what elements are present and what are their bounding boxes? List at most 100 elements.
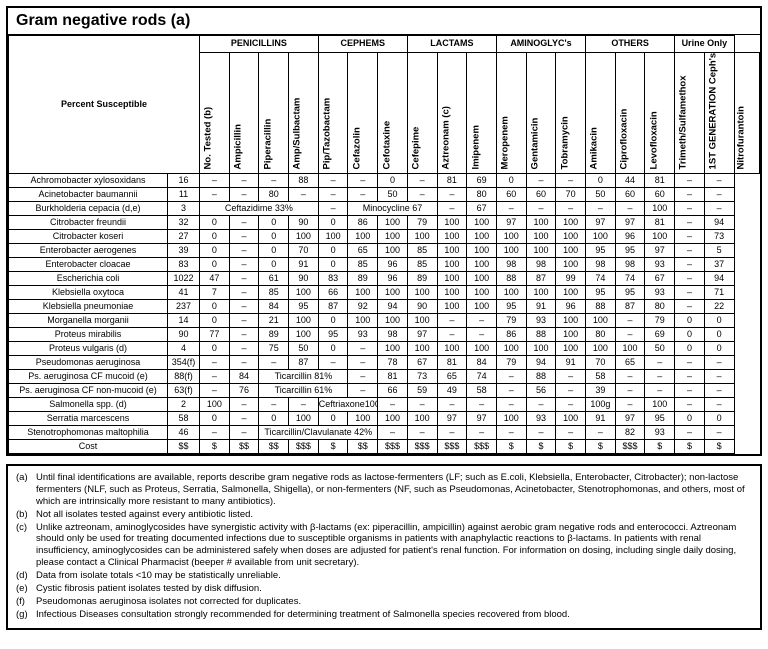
value-cell: $ bbox=[496, 440, 526, 454]
footnote: (g)Infectious Diseases consultation stro… bbox=[16, 609, 752, 621]
value-cell: 90 bbox=[407, 300, 437, 314]
value-cell: 97 bbox=[467, 412, 497, 426]
value-cell: 81 bbox=[645, 216, 675, 230]
table-row: Serratia marcescens580–01000100100100979… bbox=[9, 412, 760, 426]
value-cell: – bbox=[437, 202, 467, 216]
organism-name: Salmonella spp. (d) bbox=[9, 398, 168, 412]
value-cell: 100 bbox=[318, 230, 348, 244]
value-cell: – bbox=[704, 356, 734, 370]
organism-name: Stenotrophomonas maltophilia bbox=[9, 426, 168, 440]
value-cell: 97 bbox=[407, 328, 437, 342]
value-cell: – bbox=[704, 202, 734, 216]
column-header: 1ST GENERATION Ceph's [oral] bbox=[704, 53, 734, 174]
value-cell: 74 bbox=[467, 370, 497, 384]
value-cell: 87 bbox=[289, 356, 319, 370]
value-cell: 100 bbox=[378, 216, 408, 230]
value-cell: – bbox=[675, 188, 705, 202]
value-cell: – bbox=[556, 174, 586, 188]
value-cell: – bbox=[675, 356, 705, 370]
value-cell: – bbox=[615, 202, 645, 216]
footnote-tag: (e) bbox=[16, 583, 32, 595]
value-cell: $$$ bbox=[407, 440, 437, 454]
value-cell: 100 bbox=[496, 342, 526, 356]
value-cell: 97 bbox=[615, 216, 645, 230]
value-cell: 0 bbox=[586, 174, 616, 188]
organism-name: Cost bbox=[9, 440, 168, 454]
value-cell: – bbox=[556, 384, 586, 398]
value-cell: – bbox=[675, 426, 705, 440]
footnote-tag: (a) bbox=[16, 472, 32, 508]
value-cell: – bbox=[378, 426, 408, 440]
value-cell: – bbox=[437, 188, 467, 202]
value-cell: 97 bbox=[496, 216, 526, 230]
value-cell: – bbox=[526, 174, 556, 188]
value-cell: 91 bbox=[526, 300, 556, 314]
value-cell: 97 bbox=[645, 244, 675, 258]
footnotes-box: (a)Until final identifications are avail… bbox=[6, 464, 762, 630]
table-row: Proteus mirabilis9077–8910095939897––868… bbox=[9, 328, 760, 342]
value-cell: 66 bbox=[318, 286, 348, 300]
value-cell: – bbox=[229, 258, 259, 272]
table-row: Stenotrophomonas maltophilia46––Ticarcil… bbox=[9, 426, 760, 440]
value-cell: 100 bbox=[348, 286, 378, 300]
value-cell: – bbox=[675, 216, 705, 230]
table-row: Citrobacter freundii320–0900861007910010… bbox=[9, 216, 760, 230]
value-cell: 100 bbox=[526, 342, 556, 356]
value-cell: – bbox=[675, 244, 705, 258]
column-header: Ampicillin bbox=[229, 53, 259, 174]
table-row: Acinetobacter baumannii11––80–––50––8060… bbox=[9, 188, 760, 202]
group-header: LACTAMS bbox=[407, 36, 496, 53]
value-cell: 100 bbox=[586, 314, 616, 328]
value-cell: – bbox=[200, 174, 230, 188]
value-cell: 37 bbox=[704, 258, 734, 272]
value-cell: 39 bbox=[168, 244, 200, 258]
value-cell: 88(f) bbox=[168, 370, 200, 384]
value-cell: 100 bbox=[645, 398, 675, 412]
percent-susceptible-header: Percent Susceptible bbox=[9, 36, 200, 174]
value-cell: 100 bbox=[289, 286, 319, 300]
value-cell: 5 bbox=[704, 244, 734, 258]
value-cell: 65 bbox=[437, 370, 467, 384]
value-cell: 100 bbox=[289, 328, 319, 342]
value-cell: 100 bbox=[378, 230, 408, 244]
value-cell: 21 bbox=[259, 314, 289, 328]
value-cell: 63(f) bbox=[168, 384, 200, 398]
table-row: Escherichia coli102247–61908389968910010… bbox=[9, 272, 760, 286]
value-cell: – bbox=[675, 258, 705, 272]
value-cell: 100 bbox=[556, 342, 586, 356]
value-cell: 98 bbox=[378, 328, 408, 342]
table-row: Salmonella spp. (d)2100–––Ceftriaxone100… bbox=[9, 398, 760, 412]
value-cell: – bbox=[229, 342, 259, 356]
value-cell: 89 bbox=[348, 272, 378, 286]
footnote-tag: (b) bbox=[16, 509, 32, 521]
value-cell: $ bbox=[556, 440, 586, 454]
table-row: Burkholderia cepacia (d,e)3Ceftazidime 3… bbox=[9, 202, 760, 216]
value-cell: $ bbox=[704, 440, 734, 454]
value-cell: 78 bbox=[378, 356, 408, 370]
value-cell: – bbox=[556, 370, 586, 384]
value-cell: 99 bbox=[556, 272, 586, 286]
value-cell: $$$ bbox=[437, 440, 467, 454]
value-cell: 50 bbox=[378, 188, 408, 202]
value-cell: 60 bbox=[615, 188, 645, 202]
value-cell: – bbox=[407, 426, 437, 440]
value-cell: 0 bbox=[259, 230, 289, 244]
footnote-tag: (g) bbox=[16, 609, 32, 621]
value-cell: 100 bbox=[437, 230, 467, 244]
value-cell: 44 bbox=[615, 174, 645, 188]
value-cell: – bbox=[615, 370, 645, 384]
value-cell: 100 bbox=[526, 230, 556, 244]
value-cell: 81 bbox=[437, 356, 467, 370]
value-cell: 0 bbox=[704, 342, 734, 356]
column-header: Aztreonam (c) bbox=[437, 53, 467, 174]
value-cell: – bbox=[318, 174, 348, 188]
value-cell: $$$ bbox=[289, 440, 319, 454]
value-cell: – bbox=[675, 300, 705, 314]
organism-name: Pseudomonas aeruginosa bbox=[9, 356, 168, 370]
value-cell: – bbox=[229, 356, 259, 370]
value-cell: – bbox=[200, 188, 230, 202]
value-cell: 0 bbox=[200, 300, 230, 314]
value-cell: 0 bbox=[200, 342, 230, 356]
merged-cell: Ceftriaxone100% bbox=[318, 398, 377, 412]
value-cell: 100 bbox=[289, 230, 319, 244]
